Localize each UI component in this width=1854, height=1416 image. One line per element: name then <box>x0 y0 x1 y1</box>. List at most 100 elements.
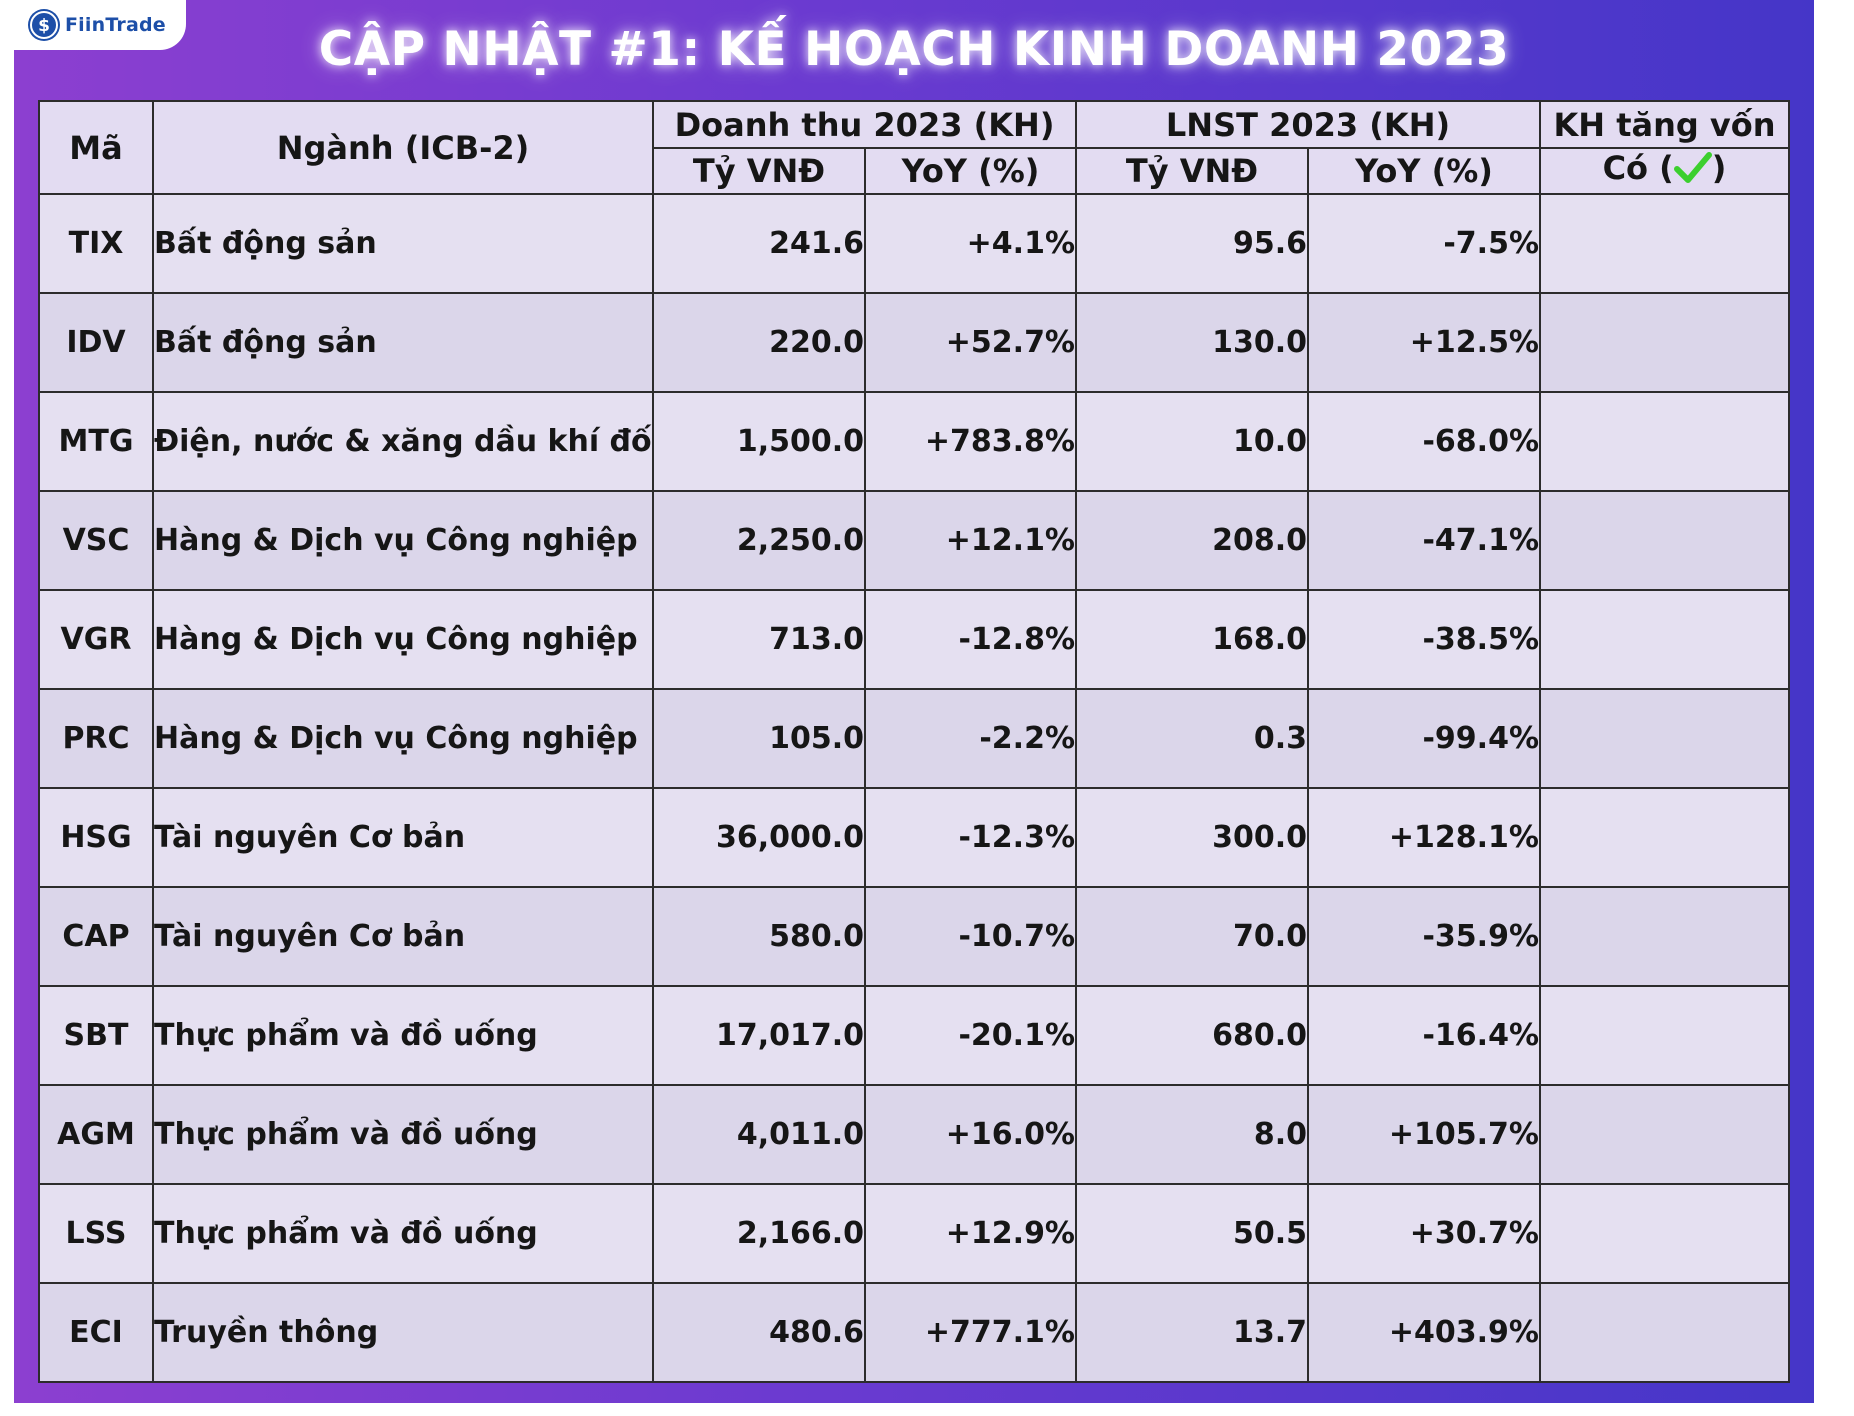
sector-cell: Hàng & Dịch vụ Công nghiệp <box>152 490 654 591</box>
capital-plan-cell <box>1539 589 1790 690</box>
page-title: CẬP NHẬT #1: KẾ HOẠCH KINH DOANH 2023 <box>318 22 1510 77</box>
profit-yoy-cell: -47.1% <box>1307 490 1541 591</box>
logo-glyph-icon: $ <box>30 11 58 39</box>
profit-value-cell: 300.0 <box>1075 787 1309 888</box>
profit-value-cell: 208.0 <box>1075 490 1309 591</box>
revenue-yoy-cell: +16.0% <box>864 1084 1077 1185</box>
brand-logo: $ FiinTrade <box>14 0 186 50</box>
profit-yoy-cell: -7.5% <box>1307 193 1541 294</box>
capital-plan-cell <box>1539 985 1790 1086</box>
sector-cell: Tài nguyên Cơ bản <box>152 787 654 888</box>
sector-cell: Thực phẩm và đồ uống <box>152 1183 654 1284</box>
revenue-yoy-cell: -10.7% <box>864 886 1077 987</box>
revenue-value-cell: 480.6 <box>652 1282 866 1383</box>
profit-value-cell: 680.0 <box>1075 985 1309 1086</box>
profit-yoy-cell: +30.7% <box>1307 1183 1541 1284</box>
profit-yoy-cell: -38.5% <box>1307 589 1541 690</box>
profit-yoy-cell: +105.7% <box>1307 1084 1541 1185</box>
sector-cell: Thực phẩm và đồ uống <box>152 1084 654 1185</box>
checkmark-icon <box>1673 151 1712 193</box>
profit-yoy-cell: -99.4% <box>1307 688 1541 789</box>
profit-value-cell: 0.3 <box>1075 688 1309 789</box>
stock-code-cell: AGM <box>38 1084 154 1185</box>
revenue-yoy-cell: +4.1% <box>864 193 1077 294</box>
profit-value-cell: 168.0 <box>1075 589 1309 690</box>
business-plan-table: Mã Ngành (ICB-2) Doanh thu 2023 (KH) LNS… <box>38 100 1790 1383</box>
profit-yoy-cell: +403.9% <box>1307 1282 1541 1383</box>
sector-cell: Tài nguyên Cơ bản <box>152 886 654 987</box>
sector-cell: Truyền thông <box>152 1282 654 1383</box>
capital-yes-suffix: ) <box>1711 149 1727 187</box>
profit-yoy-cell: +12.5% <box>1307 292 1541 393</box>
revenue-value-cell: 4,011.0 <box>652 1084 866 1185</box>
capital-plan-cell <box>1539 1282 1790 1383</box>
revenue-yoy-cell: +52.7% <box>864 292 1077 393</box>
stock-code-cell: MTG <box>38 391 154 492</box>
stock-code-cell: LSS <box>38 1183 154 1284</box>
profit-yoy-cell: -35.9% <box>1307 886 1541 987</box>
header-profit-unit: Tỷ VNĐ <box>1075 147 1309 195</box>
revenue-yoy-cell: -12.3% <box>864 787 1077 888</box>
profit-value-cell: 95.6 <box>1075 193 1309 294</box>
profit-yoy-cell: -16.4% <box>1307 985 1541 1086</box>
table-row: VSC Hàng & Dịch vụ Công nghiệp 2,250.0 +12.… <box>38 490 1790 591</box>
stock-code-cell: SBT <box>38 985 154 1086</box>
brand-name: FiinTrade <box>65 14 166 36</box>
table-row: SBT Thực phẩm và đồ uống 17,017.0 -20.1% 680… <box>38 985 1790 1086</box>
header-profit-group: LNST 2023 (KH) <box>1075 100 1541 149</box>
table-row: HSG Tài nguyên Cơ bản 36,000.0 -12.3% 300.0 +… <box>38 787 1790 888</box>
header-revenue-group: Doanh thu 2023 (KH) <box>652 100 1077 149</box>
table-row: PRC Hàng & Dịch vụ Công nghiệp 105.0 -2.2% 0… <box>38 688 1790 789</box>
infographic-panel: $ FiinTrade CẬP NHẬT #1: KẾ HOẠCH KINH D… <box>14 0 1814 1403</box>
sector-cell: Bất động sản <box>152 193 654 294</box>
revenue-yoy-cell: +12.1% <box>864 490 1077 591</box>
capital-plan-cell <box>1539 391 1790 492</box>
revenue-yoy-cell: -20.1% <box>864 985 1077 1086</box>
capital-plan-cell <box>1539 1084 1790 1185</box>
stock-code-cell: ECI <box>38 1282 154 1383</box>
capital-plan-cell <box>1539 787 1790 888</box>
header-capital-group: KH tăng vốn <box>1539 100 1790 149</box>
table-body: TIX Bất động sản 241.6 +4.1% 95.6 -7.5% IDV Bất… <box>38 193 1790 1383</box>
revenue-value-cell: 713.0 <box>652 589 866 690</box>
stock-code-cell: VGR <box>38 589 154 690</box>
logo-glyph: $ <box>38 16 50 36</box>
stock-code-cell: HSG <box>38 787 154 888</box>
stock-code-cell: IDV <box>38 292 154 393</box>
profit-value-cell: 8.0 <box>1075 1084 1309 1185</box>
profit-value-cell: 13.7 <box>1075 1282 1309 1383</box>
header-sector: Ngành (ICB-2) <box>152 100 654 195</box>
revenue-value-cell: 220.0 <box>652 292 866 393</box>
revenue-value-cell: 2,166.0 <box>652 1183 866 1284</box>
capital-plan-cell <box>1539 1183 1790 1284</box>
header-profit-yoy: YoY (%) <box>1307 147 1541 195</box>
header-capital-yes: Có () <box>1539 147 1790 195</box>
revenue-value-cell: 580.0 <box>652 886 866 987</box>
revenue-yoy-cell: -12.8% <box>864 589 1077 690</box>
profit-value-cell: 70.0 <box>1075 886 1309 987</box>
revenue-value-cell: 105.0 <box>652 688 866 789</box>
capital-yes-prefix: Có ( <box>1602 149 1674 187</box>
table-row: AGM Thực phẩm và đồ uống 4,011.0 +16.0% 8.0 +… <box>38 1084 1790 1185</box>
revenue-value-cell: 36,000.0 <box>652 787 866 888</box>
capital-plan-cell <box>1539 688 1790 789</box>
sector-cell: Bất động sản <box>152 292 654 393</box>
table-row: ECI Truyền thông 480.6 +777.1% 13.7 +403.9% <box>38 1282 1790 1383</box>
stock-code-cell: TIX <box>38 193 154 294</box>
sector-cell: Hàng & Dịch vụ Công nghiệp <box>152 688 654 789</box>
capital-plan-cell <box>1539 292 1790 393</box>
header-revenue-yoy: YoY (%) <box>864 147 1077 195</box>
revenue-yoy-cell: +783.8% <box>864 391 1077 492</box>
revenue-yoy-cell: -2.2% <box>864 688 1077 789</box>
table-row: VGR Hàng & Dịch vụ Công nghiệp 713.0 -12.8%… <box>38 589 1790 690</box>
fiintrade-logo-icon: $ <box>28 9 60 41</box>
profit-value-cell: 10.0 <box>1075 391 1309 492</box>
stock-code-cell: CAP <box>38 886 154 987</box>
profit-value-cell: 50.5 <box>1075 1183 1309 1284</box>
table-row: IDV Bất động sản 220.0 +52.7% 130.0 +12.5% <box>38 292 1790 393</box>
table-row: CAP Tài nguyên Cơ bản 580.0 -10.7% 70.0 -35.9… <box>38 886 1790 987</box>
revenue-value-cell: 241.6 <box>652 193 866 294</box>
table-row: LSS Thực phẩm và đồ uống 2,166.0 +12.9% 50.5… <box>38 1183 1790 1284</box>
sector-cell: Thực phẩm và đồ uống <box>152 985 654 1086</box>
revenue-yoy-cell: +12.9% <box>864 1183 1077 1284</box>
